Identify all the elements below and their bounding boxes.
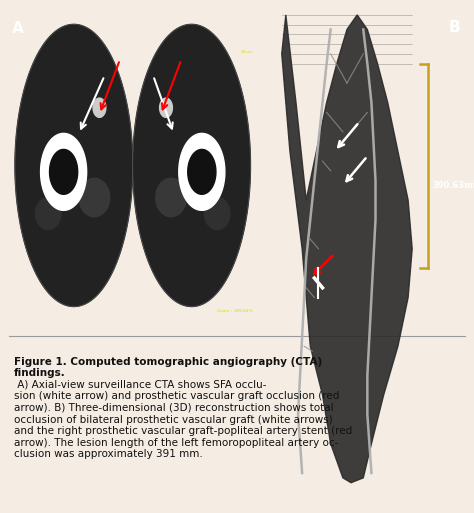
Text: 390.63mm: 390.63mm	[433, 181, 474, 190]
Text: Figure 1. Computed tomographic angiography (CTA)
findings.: Figure 1. Computed tomographic angiograp…	[14, 357, 322, 378]
Polygon shape	[188, 149, 216, 194]
Polygon shape	[133, 25, 250, 306]
Text: B: B	[449, 19, 461, 35]
Polygon shape	[160, 98, 173, 117]
Text: A) Axial-view surveillance CTA shows SFA occlu-
sion (white arrow) and prostheti: A) Axial-view surveillance CTA shows SFA…	[14, 357, 353, 459]
Polygon shape	[179, 133, 225, 210]
Text: Zoom : 189.84%: Zoom : 189.84%	[217, 309, 253, 313]
Polygon shape	[15, 25, 133, 306]
Text: 36cm: 36cm	[241, 50, 253, 54]
Polygon shape	[36, 198, 61, 229]
Polygon shape	[156, 179, 186, 216]
Polygon shape	[93, 98, 106, 117]
Text: A: A	[12, 21, 24, 36]
Polygon shape	[50, 149, 78, 194]
Polygon shape	[79, 179, 109, 216]
Polygon shape	[204, 198, 230, 229]
Polygon shape	[41, 133, 87, 210]
Polygon shape	[282, 15, 412, 483]
